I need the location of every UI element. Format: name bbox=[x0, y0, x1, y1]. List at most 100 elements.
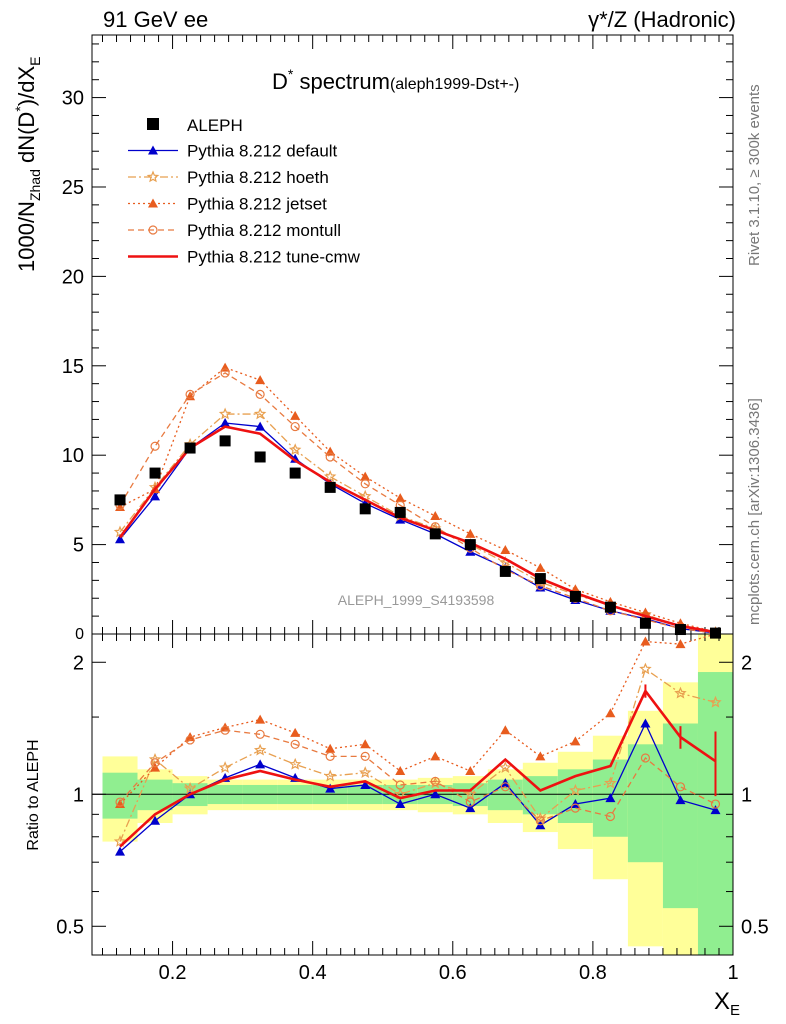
series-line-tunecmw bbox=[118, 425, 716, 634]
x-tick-label: 0.4 bbox=[299, 962, 327, 984]
point-montull bbox=[185, 389, 195, 399]
ratio-point-hoeth bbox=[113, 835, 127, 847]
legend-marker-hoeth bbox=[146, 170, 160, 183]
data-point-aleph bbox=[219, 435, 231, 447]
legend-marker-jetset bbox=[148, 198, 158, 208]
data-point-aleph bbox=[569, 590, 581, 602]
ratio-point-hoeth bbox=[674, 686, 687, 699]
data-point-aleph bbox=[149, 467, 161, 479]
ratio-point-jetset bbox=[255, 714, 266, 724]
ratio-point-montull bbox=[465, 797, 475, 807]
point-jetset bbox=[360, 471, 371, 481]
ratio-point-jetset bbox=[325, 743, 336, 753]
ratio-point-default bbox=[360, 779, 371, 789]
ratio-tick-label: 0.5 bbox=[741, 916, 769, 938]
ratio-point-montull bbox=[325, 751, 335, 762]
ratio-point-jetset bbox=[395, 765, 406, 775]
ratio-point-hoeth bbox=[499, 761, 512, 773]
point-montull bbox=[220, 368, 230, 378]
ratio-band-inner bbox=[102, 772, 138, 819]
ratio-point-montull bbox=[395, 780, 405, 790]
data-point-aleph bbox=[114, 494, 126, 506]
data-point-aleph bbox=[674, 624, 686, 636]
point-jetset bbox=[430, 510, 441, 520]
ratio-point-default bbox=[395, 799, 406, 809]
data-point-aleph bbox=[639, 617, 651, 629]
legend-label-default: Pythia 8.212 default bbox=[187, 142, 338, 161]
ratio-point-default bbox=[150, 815, 161, 825]
ratio-point-default bbox=[255, 759, 266, 769]
ratio-point-montull bbox=[360, 751, 370, 762]
ratio-tick-label: 1 bbox=[741, 784, 752, 806]
point-default bbox=[255, 421, 266, 431]
legend-label-hoeth: Pythia 8.212 hoeth bbox=[187, 168, 329, 187]
legend-marker-aleph bbox=[147, 118, 159, 130]
data-point-aleph bbox=[429, 528, 441, 540]
y-tick-label: 30 bbox=[62, 88, 84, 110]
point-jetset bbox=[290, 410, 301, 420]
ratio-point-jetset bbox=[500, 725, 511, 735]
point-montull bbox=[255, 389, 265, 399]
data-point-aleph bbox=[499, 565, 511, 577]
x-tick-label: 0.2 bbox=[159, 962, 187, 984]
ratio-point-jetset bbox=[535, 751, 546, 761]
ratio-point-hoeth bbox=[709, 695, 722, 708]
ratio-point-hoeth bbox=[463, 787, 477, 800]
ratio-point-hoeth bbox=[359, 766, 372, 778]
ratio-point-montull bbox=[535, 816, 545, 826]
ratio-point-hoeth bbox=[394, 787, 407, 800]
data-point-aleph bbox=[709, 627, 721, 639]
legend: ALEPH Pythia 8.212 default Pythia 8.212 ho… bbox=[128, 116, 361, 267]
point-default bbox=[115, 534, 126, 544]
point-jetset bbox=[500, 544, 511, 554]
header-left: 91 GeV ee bbox=[103, 7, 209, 32]
legend-marker-montull bbox=[148, 225, 158, 235]
ratio-point-montull bbox=[115, 797, 125, 807]
header-right: γ*/Z (Hadronic) bbox=[588, 7, 736, 32]
point-default bbox=[150, 491, 161, 501]
ratio-point-montull bbox=[570, 803, 580, 813]
ratio-point-hoeth bbox=[288, 757, 302, 770]
legend-label-tunecmw: Pythia 8.212 tune-cmw bbox=[187, 248, 361, 267]
data-point-aleph bbox=[464, 539, 476, 551]
ratio-point-montull bbox=[150, 758, 160, 768]
ratio-point-jetset bbox=[675, 639, 686, 649]
ratio-axis-label: Ratio to ALEPH bbox=[25, 739, 42, 850]
legend-label-aleph: ALEPH bbox=[187, 116, 243, 135]
ratio-point-default bbox=[465, 803, 476, 813]
series-layer bbox=[113, 362, 722, 856]
ratio-point-default bbox=[675, 795, 686, 805]
point-default bbox=[465, 546, 476, 556]
data-point-aleph bbox=[184, 442, 196, 454]
axes-frames bbox=[91, 34, 734, 956]
ratio-point-montull bbox=[675, 782, 686, 792]
y-tick-label: 15 bbox=[62, 356, 84, 378]
ratio-tick-label: 0.5 bbox=[56, 916, 84, 938]
x-tick-label: 0.6 bbox=[439, 962, 467, 984]
analysis-label: ALEPH_1999_S4193598 bbox=[338, 592, 495, 608]
ratio-point-jetset bbox=[290, 727, 301, 737]
ratio-band-inner bbox=[137, 779, 173, 811]
point-montull bbox=[360, 479, 370, 489]
x-axis-label: XE bbox=[714, 988, 740, 1019]
ratio-point-hoeth bbox=[323, 769, 337, 782]
ratio-line-tunecmw bbox=[119, 688, 717, 848]
point-default bbox=[290, 453, 301, 463]
ratio-uncertainty-bands bbox=[102, 634, 733, 955]
ratio-line-default bbox=[119, 721, 716, 853]
rivet-version-label: Rivet 3.1.10, ≥ 300k events bbox=[746, 84, 763, 266]
ratio-point-default bbox=[430, 789, 441, 799]
ratio-point-hoeth bbox=[639, 662, 652, 675]
data-point-aleph bbox=[324, 481, 336, 493]
ratio-point-montull bbox=[640, 753, 651, 763]
data-point-aleph bbox=[394, 506, 406, 518]
point-hoeth bbox=[288, 443, 302, 456]
series-line-jetset bbox=[119, 366, 716, 633]
point-montull bbox=[325, 452, 335, 462]
ratio-band-inner bbox=[627, 744, 663, 863]
ratio-point-jetset bbox=[570, 736, 581, 746]
data-point-aleph bbox=[604, 601, 616, 613]
ratio-point-montull bbox=[290, 739, 300, 749]
point-jetset bbox=[395, 493, 406, 503]
